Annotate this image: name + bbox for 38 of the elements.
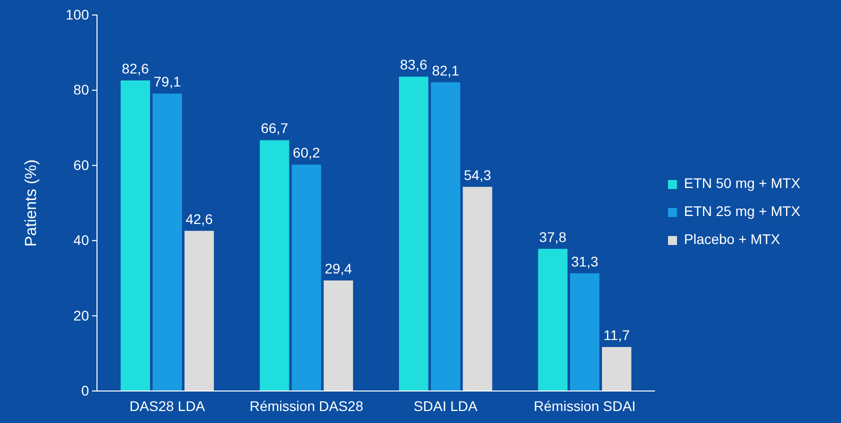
bar xyxy=(184,230,214,391)
legend-label: ETN 25 mg + MTX xyxy=(684,203,801,219)
y-tick-label: 0 xyxy=(81,382,90,398)
x-tick-label: Rémission SDAI xyxy=(534,398,636,414)
bar xyxy=(602,347,632,391)
data-label: 60,2 xyxy=(292,144,320,161)
y-tick-label: 100 xyxy=(66,6,90,22)
data-label: 66,7 xyxy=(260,120,288,136)
data-label: 79,1 xyxy=(154,74,182,90)
bar xyxy=(430,82,460,391)
legend-label: Placebo + MTX xyxy=(684,231,781,247)
bar xyxy=(152,94,182,391)
data-label: 82,6 xyxy=(122,60,150,76)
bar xyxy=(324,280,354,391)
y-tick-label: 80 xyxy=(73,82,90,98)
x-tick-label: DAS28 LDA xyxy=(130,398,206,414)
bar xyxy=(462,186,492,391)
y-tick-label: 20 xyxy=(73,307,90,324)
data-label: 54,3 xyxy=(464,166,492,183)
y-tick-label: 60 xyxy=(73,156,90,173)
bar xyxy=(120,80,150,391)
data-label: 42,6 xyxy=(186,210,214,227)
y-axis-title: Patients (%) xyxy=(23,159,40,247)
x-tick-label: SDAI LDA xyxy=(414,398,478,414)
data-label: 11,7 xyxy=(604,327,630,344)
y-tick-label: 40 xyxy=(73,232,90,248)
bar xyxy=(538,248,568,391)
bar xyxy=(292,164,322,391)
data-label: 31,3 xyxy=(571,253,599,270)
legend-label: ETN 50 mg + MTX xyxy=(684,175,801,191)
data-label: 82,1 xyxy=(432,62,460,78)
data-label: 29,4 xyxy=(324,260,352,276)
x-tick-label: Rémission DAS28 xyxy=(250,398,364,414)
data-label: 37,8 xyxy=(539,228,567,245)
bar xyxy=(570,273,600,391)
bar xyxy=(398,76,428,391)
data-label: 83,6 xyxy=(400,56,428,73)
bar xyxy=(260,140,290,391)
